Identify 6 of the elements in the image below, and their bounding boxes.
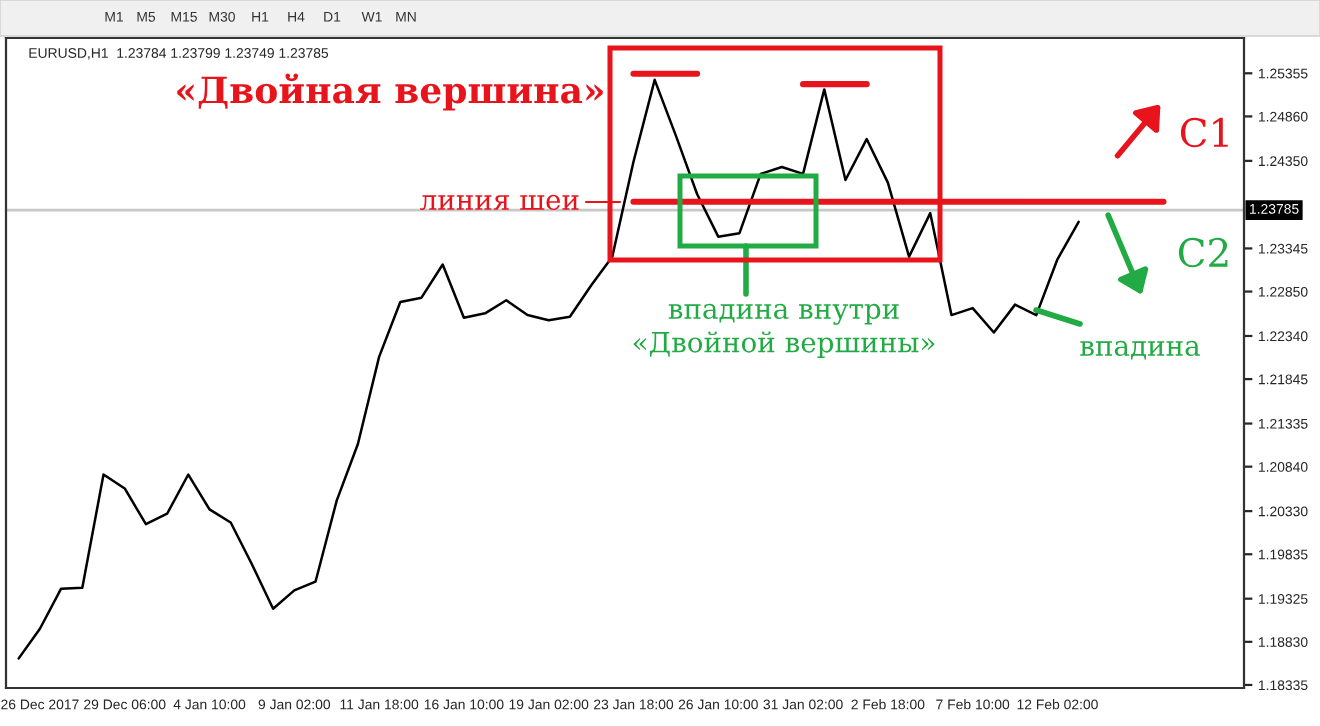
annotation: C1 [1180, 117, 1228, 148]
annotation: «Двойная вершина» [177, 73, 603, 111]
annotation: впадина [1080, 340, 1200, 360]
annotation: C2 [1178, 237, 1228, 268]
annotation: линия шеи [420, 194, 579, 211]
annotation: впадина внутри «Двойной вершины» [633, 303, 935, 359]
